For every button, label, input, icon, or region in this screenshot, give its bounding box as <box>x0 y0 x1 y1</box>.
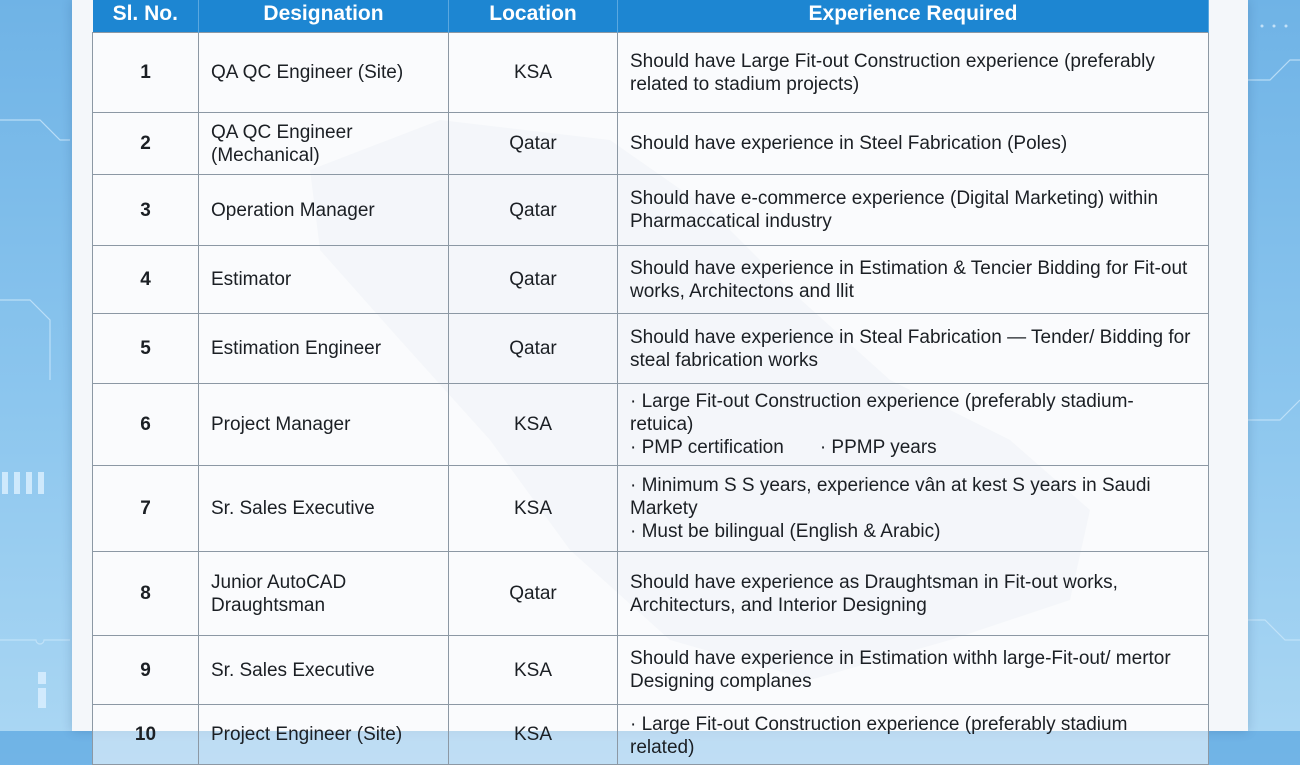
row-sl-no: 4 <box>92 245 199 314</box>
row-sl-no: 8 <box>92 551 199 636</box>
job-openings-table: Sl. No. Designation Location Experience … <box>92 0 1209 765</box>
row-sl-no: 10 <box>92 704 199 765</box>
row-sl-no: 9 <box>92 635 199 705</box>
experience-line: Should have experience in Estimation & T… <box>630 257 1188 302</box>
row-sl-no: 1 <box>92 32 199 113</box>
row-designation: Operation Manager <box>198 174 449 246</box>
row-experience: Should have experience in Estimation & T… <box>617 245 1209 314</box>
row-designation: QA QC Engineer (Site) <box>198 32 449 113</box>
row-location: KSA <box>448 32 618 113</box>
experience-line: Should have experience as Draughtsman in… <box>630 571 1118 616</box>
experience-line: · Large Fit-out Construction experience … <box>630 714 1128 758</box>
table-row: 1 QA QC Engineer (Site) KSA Should have … <box>92 32 1209 113</box>
row-designation: Sr. Sales Executive <box>198 635 449 705</box>
table-header-row: Sl. No. Designation Location Experience … <box>92 0 1209 33</box>
experience-line: · PMP certification <box>630 437 784 458</box>
table-row: 7 Sr. Sales Executive KSA · Minimum S S … <box>92 465 1209 552</box>
row-experience: Should have experience in Estimation wit… <box>617 635 1209 705</box>
row-experience: Should have experience in Steal Fabricat… <box>617 313 1209 384</box>
row-location: KSA <box>448 635 618 705</box>
experience-line: · Large Fit-out Construction experience … <box>630 391 1134 435</box>
row-sl-no: 2 <box>92 112 199 175</box>
row-location: Qatar <box>448 112 618 175</box>
experience-line: Should have e-commerce experience (Digit… <box>630 188 1159 232</box>
row-experience: Should have experience in Steel Fabricat… <box>617 112 1209 175</box>
experience-line: Should have experience in Steal Fabricat… <box>630 326 1191 371</box>
row-experience: · Large Fit-out Construction experience … <box>617 704 1209 765</box>
experience-line: Should have experience in Estimation wit… <box>630 648 1171 692</box>
row-location: Qatar <box>448 245 618 314</box>
table-row: 9 Sr. Sales Executive KSA Should have ex… <box>92 635 1209 705</box>
header-designation: Designation <box>198 0 449 33</box>
row-designation: QA QC Engineer (Mechanical) <box>198 112 449 175</box>
row-location: KSA <box>448 383 618 466</box>
row-location: KSA <box>448 465 618 552</box>
row-experience: Should have e-commerce experience (Digit… <box>617 174 1209 246</box>
row-sl-no: 5 <box>92 313 199 384</box>
experience-line: · PPMP years <box>819 437 937 458</box>
table-row: 10 Project Engineer (Site) KSA · Large F… <box>92 704 1209 765</box>
experience-line: · Minimum S S years, experience vân at k… <box>630 475 1151 519</box>
header-experience: Experience Required <box>617 0 1209 33</box>
header-sl-no: Sl. No. <box>92 0 199 33</box>
row-designation: Estimator <box>198 245 449 314</box>
row-location: Qatar <box>448 551 618 636</box>
row-designation: Project Manager <box>198 383 449 466</box>
row-experience: Should have Large Fit-out Construction e… <box>617 32 1209 113</box>
table-row: 5 Estimation Engineer Qatar Should have … <box>92 313 1209 384</box>
row-sl-no: 6 <box>92 383 199 466</box>
header-location: Location <box>448 0 618 33</box>
row-experience: · Large Fit-out Construction experience … <box>617 383 1209 466</box>
row-designation: Estimation Engineer <box>198 313 449 384</box>
experience-line: Should have experience in Steel Fabricat… <box>630 133 1068 154</box>
row-sl-no: 7 <box>92 465 199 552</box>
row-experience: · Minimum S S years, experience vân at k… <box>617 465 1209 552</box>
table-row: 4 Estimator Qatar Should have experience… <box>92 245 1209 314</box>
row-location: Qatar <box>448 313 618 384</box>
table-row: 3 Operation Manager Qatar Should have e-… <box>92 174 1209 246</box>
row-location: KSA <box>448 704 618 765</box>
experience-line: · Must be bilingual (English & Arabic) <box>630 521 941 542</box>
experience-line: Should have Large Fit-out Construction e… <box>630 50 1155 95</box>
row-designation: Sr. Sales Executive <box>198 465 449 552</box>
row-designation: Junior AutoCAD Draughtsman <box>198 551 449 636</box>
row-location: Qatar <box>448 174 618 246</box>
table-row: 2 QA QC Engineer (Mechanical) Qatar Shou… <box>92 112 1209 175</box>
row-designation: Project Engineer (Site) <box>198 704 449 765</box>
table-row: 6 Project Manager KSA · Large Fit-out Co… <box>92 383 1209 466</box>
table-row: 8 Junior AutoCAD Draughtsman Qatar Shoul… <box>92 551 1209 636</box>
row-experience: Should have experience as Draughtsman in… <box>617 551 1209 636</box>
row-sl-no: 3 <box>92 174 199 246</box>
